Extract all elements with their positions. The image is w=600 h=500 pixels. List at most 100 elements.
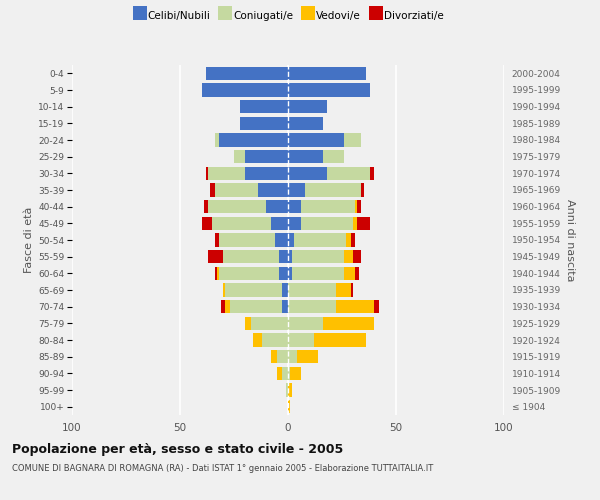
Bar <box>288 150 323 164</box>
Bar <box>208 250 223 264</box>
Bar <box>226 300 230 314</box>
Bar <box>223 284 226 296</box>
Bar <box>241 116 288 130</box>
Bar <box>281 366 288 380</box>
Bar <box>219 134 288 146</box>
Bar <box>288 316 323 330</box>
Bar <box>357 200 361 213</box>
Bar <box>361 184 364 196</box>
Bar <box>277 366 281 380</box>
Bar <box>245 150 288 164</box>
Bar <box>288 334 314 346</box>
Bar <box>281 300 288 314</box>
Bar <box>251 316 288 330</box>
Bar <box>288 234 295 246</box>
Bar <box>295 234 346 246</box>
Bar <box>288 166 327 180</box>
Bar <box>327 166 370 180</box>
Y-axis label: Fasce di età: Fasce di età <box>24 207 34 273</box>
Bar <box>357 216 370 230</box>
Bar <box>292 266 344 280</box>
Bar <box>202 84 288 96</box>
Bar <box>353 216 357 230</box>
Bar <box>292 250 344 264</box>
Bar <box>208 200 266 213</box>
Bar <box>271 216 288 230</box>
Bar <box>215 234 219 246</box>
Bar <box>288 216 301 230</box>
Bar <box>288 400 290 413</box>
Bar <box>288 184 305 196</box>
Bar <box>288 84 370 96</box>
Bar <box>208 166 245 180</box>
Bar <box>226 284 281 296</box>
Bar <box>288 250 292 264</box>
Bar <box>288 350 296 364</box>
Bar <box>290 366 301 380</box>
Bar <box>202 216 212 230</box>
Bar <box>346 234 350 246</box>
Bar <box>288 116 323 130</box>
Bar <box>217 266 219 280</box>
Bar <box>206 66 288 80</box>
Bar <box>223 250 280 264</box>
Bar <box>288 200 301 213</box>
Bar <box>288 100 327 114</box>
Bar <box>215 134 219 146</box>
Bar <box>301 200 355 213</box>
Bar <box>344 266 355 280</box>
Bar <box>288 284 335 296</box>
Bar <box>353 250 361 264</box>
Bar <box>350 284 353 296</box>
Bar <box>219 266 280 280</box>
Bar <box>355 266 359 280</box>
Bar <box>296 350 318 364</box>
Bar <box>286 384 288 396</box>
Bar <box>280 266 288 280</box>
Bar <box>210 184 215 196</box>
Text: COMUNE DI BAGNARA DI ROMAGNA (RA) - Dati ISTAT 1° gennaio 2005 - Elaborazione TU: COMUNE DI BAGNARA DI ROMAGNA (RA) - Dati… <box>12 464 433 473</box>
Bar <box>258 184 288 196</box>
Bar <box>280 250 288 264</box>
Bar <box>288 266 292 280</box>
Bar <box>253 334 262 346</box>
Bar <box>288 384 292 396</box>
Bar <box>277 350 288 364</box>
Bar <box>355 200 357 213</box>
Bar <box>301 216 353 230</box>
Bar <box>206 166 208 180</box>
Bar <box>335 284 350 296</box>
Bar <box>288 134 344 146</box>
Bar <box>305 184 361 196</box>
Bar <box>374 300 379 314</box>
Bar <box>215 266 217 280</box>
Y-axis label: Anni di nascita: Anni di nascita <box>565 198 575 281</box>
Bar <box>335 300 374 314</box>
Bar <box>288 366 290 380</box>
Bar <box>344 250 353 264</box>
Bar <box>219 234 275 246</box>
Bar <box>245 316 251 330</box>
Bar <box>241 100 288 114</box>
Bar <box>204 200 208 213</box>
Bar <box>314 334 366 346</box>
Bar <box>288 66 366 80</box>
Bar <box>271 350 277 364</box>
Bar <box>212 216 271 230</box>
Bar <box>262 334 288 346</box>
Bar <box>234 150 245 164</box>
Bar <box>281 284 288 296</box>
Bar <box>221 300 226 314</box>
Bar <box>245 166 288 180</box>
Bar <box>370 166 374 180</box>
Bar <box>230 300 281 314</box>
Text: Popolazione per età, sesso e stato civile - 2005: Popolazione per età, sesso e stato civil… <box>12 442 343 456</box>
Bar <box>215 184 258 196</box>
Bar <box>266 200 288 213</box>
Bar <box>275 234 288 246</box>
Bar <box>344 134 361 146</box>
Bar <box>350 234 355 246</box>
Legend: Celibi/Nubili, Coniugati/e, Vedovi/e, Divorziati/e: Celibi/Nubili, Coniugati/e, Vedovi/e, Di… <box>130 8 446 24</box>
Bar <box>323 150 344 164</box>
Bar <box>288 300 335 314</box>
